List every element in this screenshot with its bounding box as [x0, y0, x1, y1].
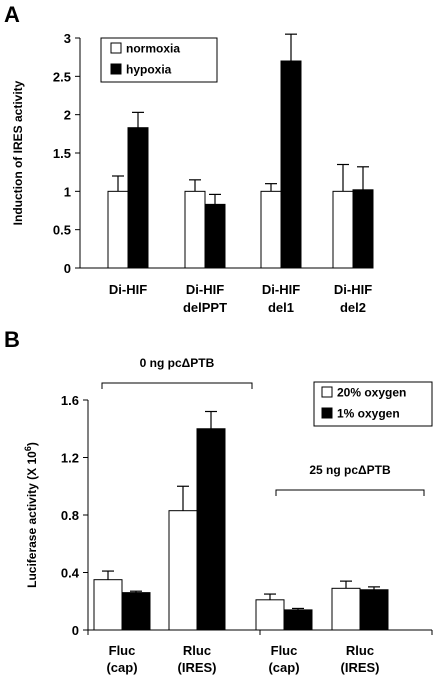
legend-swatch — [110, 42, 122, 54]
x-category-label: (IRES) — [341, 660, 380, 675]
x-category-label: delPPT — [183, 300, 227, 315]
group-label: 0 ng pcΔPTB — [140, 356, 215, 370]
legend-label: hypoxia — [126, 63, 172, 77]
x-category-label: Fluc — [109, 643, 136, 658]
y-tick-label: 0.5 — [53, 223, 71, 238]
legend-swatch — [321, 407, 333, 419]
bar-filled — [352, 189, 374, 269]
y-tick-label: 2 — [64, 108, 71, 123]
legend-label: 20% oxygen — [337, 386, 406, 400]
y-tick-label: 0 — [72, 623, 79, 638]
group-label: 25 ng pcΔPTB — [309, 463, 391, 477]
bar-filled — [280, 60, 302, 269]
bar-open — [332, 190, 354, 269]
bar-filled — [283, 609, 313, 631]
bar-open — [331, 587, 361, 631]
bar-open — [255, 599, 285, 631]
bar-open — [93, 579, 123, 631]
bar-open — [260, 190, 282, 269]
x-category-label: (IRES) — [178, 660, 217, 675]
bar-open — [168, 510, 198, 631]
y-tick-label: 0.4 — [61, 566, 80, 581]
legend-swatch — [321, 386, 333, 398]
y-axis-title-text: Luciferase activity (X 10 — [25, 451, 39, 588]
legend-swatch — [110, 63, 122, 75]
bar-filled — [196, 428, 226, 631]
bar-open — [107, 190, 129, 269]
bar-filled — [359, 589, 389, 631]
bar-filled — [127, 127, 149, 269]
panel-b-letter: B — [4, 327, 20, 352]
y-tick-label: 1.6 — [61, 393, 79, 408]
legend-frame — [313, 381, 433, 427]
x-category-label: Di-HIF — [262, 282, 300, 297]
bar-open — [184, 190, 206, 269]
x-category-label: del1 — [268, 300, 294, 315]
y-tick-label: 1 — [64, 184, 71, 199]
y-tick-label: 0 — [64, 261, 71, 276]
legend-label: 1% oxygen — [337, 407, 400, 421]
chart-a: 0 0.5 1 1.5 2 2.5 3 Induction of IRES activity D… — [11, 31, 374, 315]
legend-label: normoxia — [126, 42, 180, 56]
x-category-label: (cap) — [106, 660, 137, 675]
panel-a-letter: A — [4, 2, 20, 27]
y-tick-label: 1.5 — [53, 146, 71, 161]
x-category-label: Rluc — [183, 643, 211, 658]
x-category-label: Di-HIF — [186, 282, 224, 297]
x-category-label: Rluc — [346, 643, 374, 658]
bar-filled — [121, 592, 151, 631]
y-axis-title: Luciferase activity (X 106) — [23, 442, 39, 588]
group-bracket — [275, 489, 425, 496]
x-category-label: (cap) — [268, 660, 299, 675]
y-axis-title: Induction of IRES activity — [11, 80, 25, 225]
x-category-label: Di-HIF — [109, 282, 147, 297]
chart-b: 0 0.4 0.8 1.2 1.6 Luciferase activity (X 106)… — [23, 356, 433, 675]
y-tick-label: 2.5 — [53, 69, 71, 84]
y-axis-title-superscript: 6 — [23, 446, 33, 451]
y-tick-label: 3 — [64, 31, 71, 46]
bar-filled — [204, 203, 226, 269]
x-category-label: del2 — [340, 300, 366, 315]
x-category-label: Di-HIF — [334, 282, 372, 297]
y-axis-title-text: Induction of IRES activity — [11, 80, 25, 225]
y-tick-label: 1.2 — [61, 451, 79, 466]
x-category-label: Fluc — [271, 643, 298, 658]
y-tick-label: 0.8 — [61, 508, 79, 523]
y-axis-title-close: ) — [25, 442, 39, 446]
group-bracket — [101, 382, 253, 389]
